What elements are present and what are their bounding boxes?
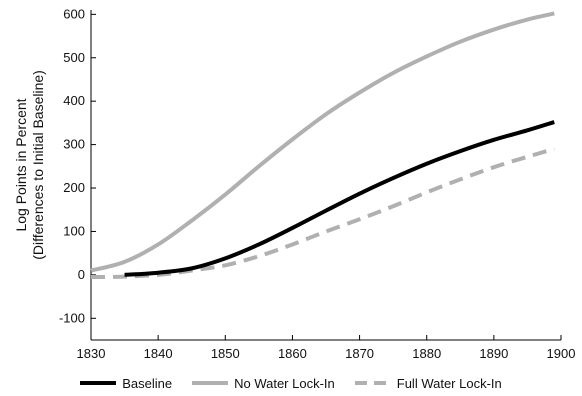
legend-swatch-no-water-lock-in — [192, 378, 229, 388]
y-tick-label: 600 — [63, 6, 85, 21]
legend-item-full-water-lock-in: Full Water Lock-In — [354, 375, 502, 391]
legend-label-baseline: Baseline — [122, 375, 173, 391]
legend: Baseline No Water Lock-In Full Water Loc… — [0, 372, 582, 394]
y-tick-label: 300 — [63, 137, 85, 152]
legend-item-no-water-lock-in: No Water Lock-In — [192, 376, 335, 391]
y-tick-label: 200 — [63, 180, 85, 195]
series-line-baseline — [124, 120, 555, 277]
x-tick-label: 1870 — [345, 346, 374, 361]
y-tick-label: -100 — [59, 310, 85, 325]
y-tick-label: 100 — [63, 223, 85, 238]
legend-swatch-full-water-lock-in — [354, 378, 391, 388]
axes — [90, 10, 561, 341]
series-line-no-water-lock-in — [90, 11, 555, 273]
x-tick-label: 1900 — [547, 346, 576, 361]
y-axis-title: Log Points in Percent (Differences to In… — [13, 70, 46, 260]
series-line-full-water-lock-in — [90, 147, 555, 280]
x-tick-label: 1830 — [77, 346, 106, 361]
x-tick-label: 1850 — [211, 346, 240, 361]
y-axis-label-line-1: Log Points in Percent — [13, 98, 29, 231]
legend-item-baseline: Baseline — [80, 376, 172, 391]
y-tick-label: 0 — [78, 267, 85, 282]
x-tick-label: 1840 — [144, 346, 173, 361]
legend-label-full-water-lock-in: Full Water Lock-In — [396, 375, 502, 391]
legend-swatch-baseline — [80, 378, 117, 388]
legend-label-no-water-lock-in: No Water Lock-In — [234, 375, 335, 391]
y-tick-label: 400 — [63, 93, 85, 108]
x-tick-label: 1860 — [278, 346, 307, 361]
x-tick-label: 1880 — [412, 346, 441, 361]
x-tick-label: 1890 — [479, 346, 508, 361]
line-chart: Log Points in Percent (Differences to In… — [13, 6, 575, 361]
y-axis-label-line-2: (Differences to Initial Baseline) — [30, 70, 46, 260]
tick-marks: -100 0 100 200 300 400 500 600 1830 1840 1850 1860 1… — [59, 6, 575, 361]
series-layer — [90, 11, 555, 280]
y-tick-label: 500 — [63, 50, 85, 65]
